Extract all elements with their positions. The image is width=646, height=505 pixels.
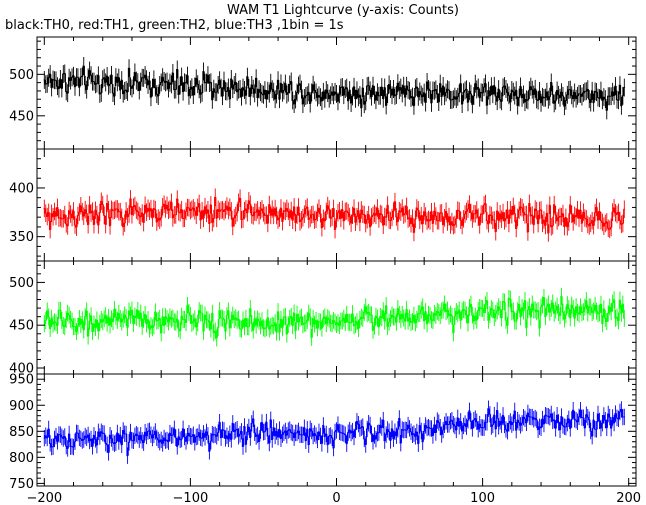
y-tick-label: 450	[9, 319, 34, 334]
series-th2	[43, 287, 626, 347]
y-tick-label: 800	[9, 451, 34, 466]
x-tick-label: 0	[332, 491, 340, 505]
x-tick-label: −200	[26, 491, 62, 505]
y-tick-label: 400	[9, 181, 34, 196]
series-th3	[43, 400, 626, 464]
series-th0	[43, 57, 626, 120]
panel-frame	[36, 148, 637, 262]
plot-area: 450 500 350 400 400 450 500 750 800 850 900 950 −200…	[9, 36, 641, 505]
y-tick-label: 500	[9, 276, 34, 291]
panel-th3: 750 800 850 900 950	[9, 373, 637, 492]
chart-title: WAM T1 Lightcurve (y-axis: Counts)	[227, 3, 459, 18]
y-tick-label: 950	[9, 373, 34, 388]
x-tick-label: 200	[616, 491, 641, 505]
y-tick-label: 350	[9, 230, 34, 245]
y-tick-label: 750	[9, 477, 34, 492]
y-tick-label: 500	[9, 68, 34, 83]
y-tick-label: 850	[9, 425, 34, 440]
y-tick-label: 400	[9, 362, 34, 377]
series-th1	[43, 188, 626, 242]
x-tick-label: 100	[470, 491, 495, 505]
panel-th0: 450 500	[9, 36, 637, 150]
x-tick-label: −100	[173, 491, 209, 505]
panel-th2: 400 450 500	[9, 260, 637, 377]
y-tick-label: 900	[9, 399, 34, 414]
panel-th1: 350 400	[9, 148, 637, 262]
chart-subtitle: black:TH0, red:TH1, green:TH2, blue:TH3 …	[5, 18, 344, 33]
y-tick-label: 450	[9, 109, 34, 124]
